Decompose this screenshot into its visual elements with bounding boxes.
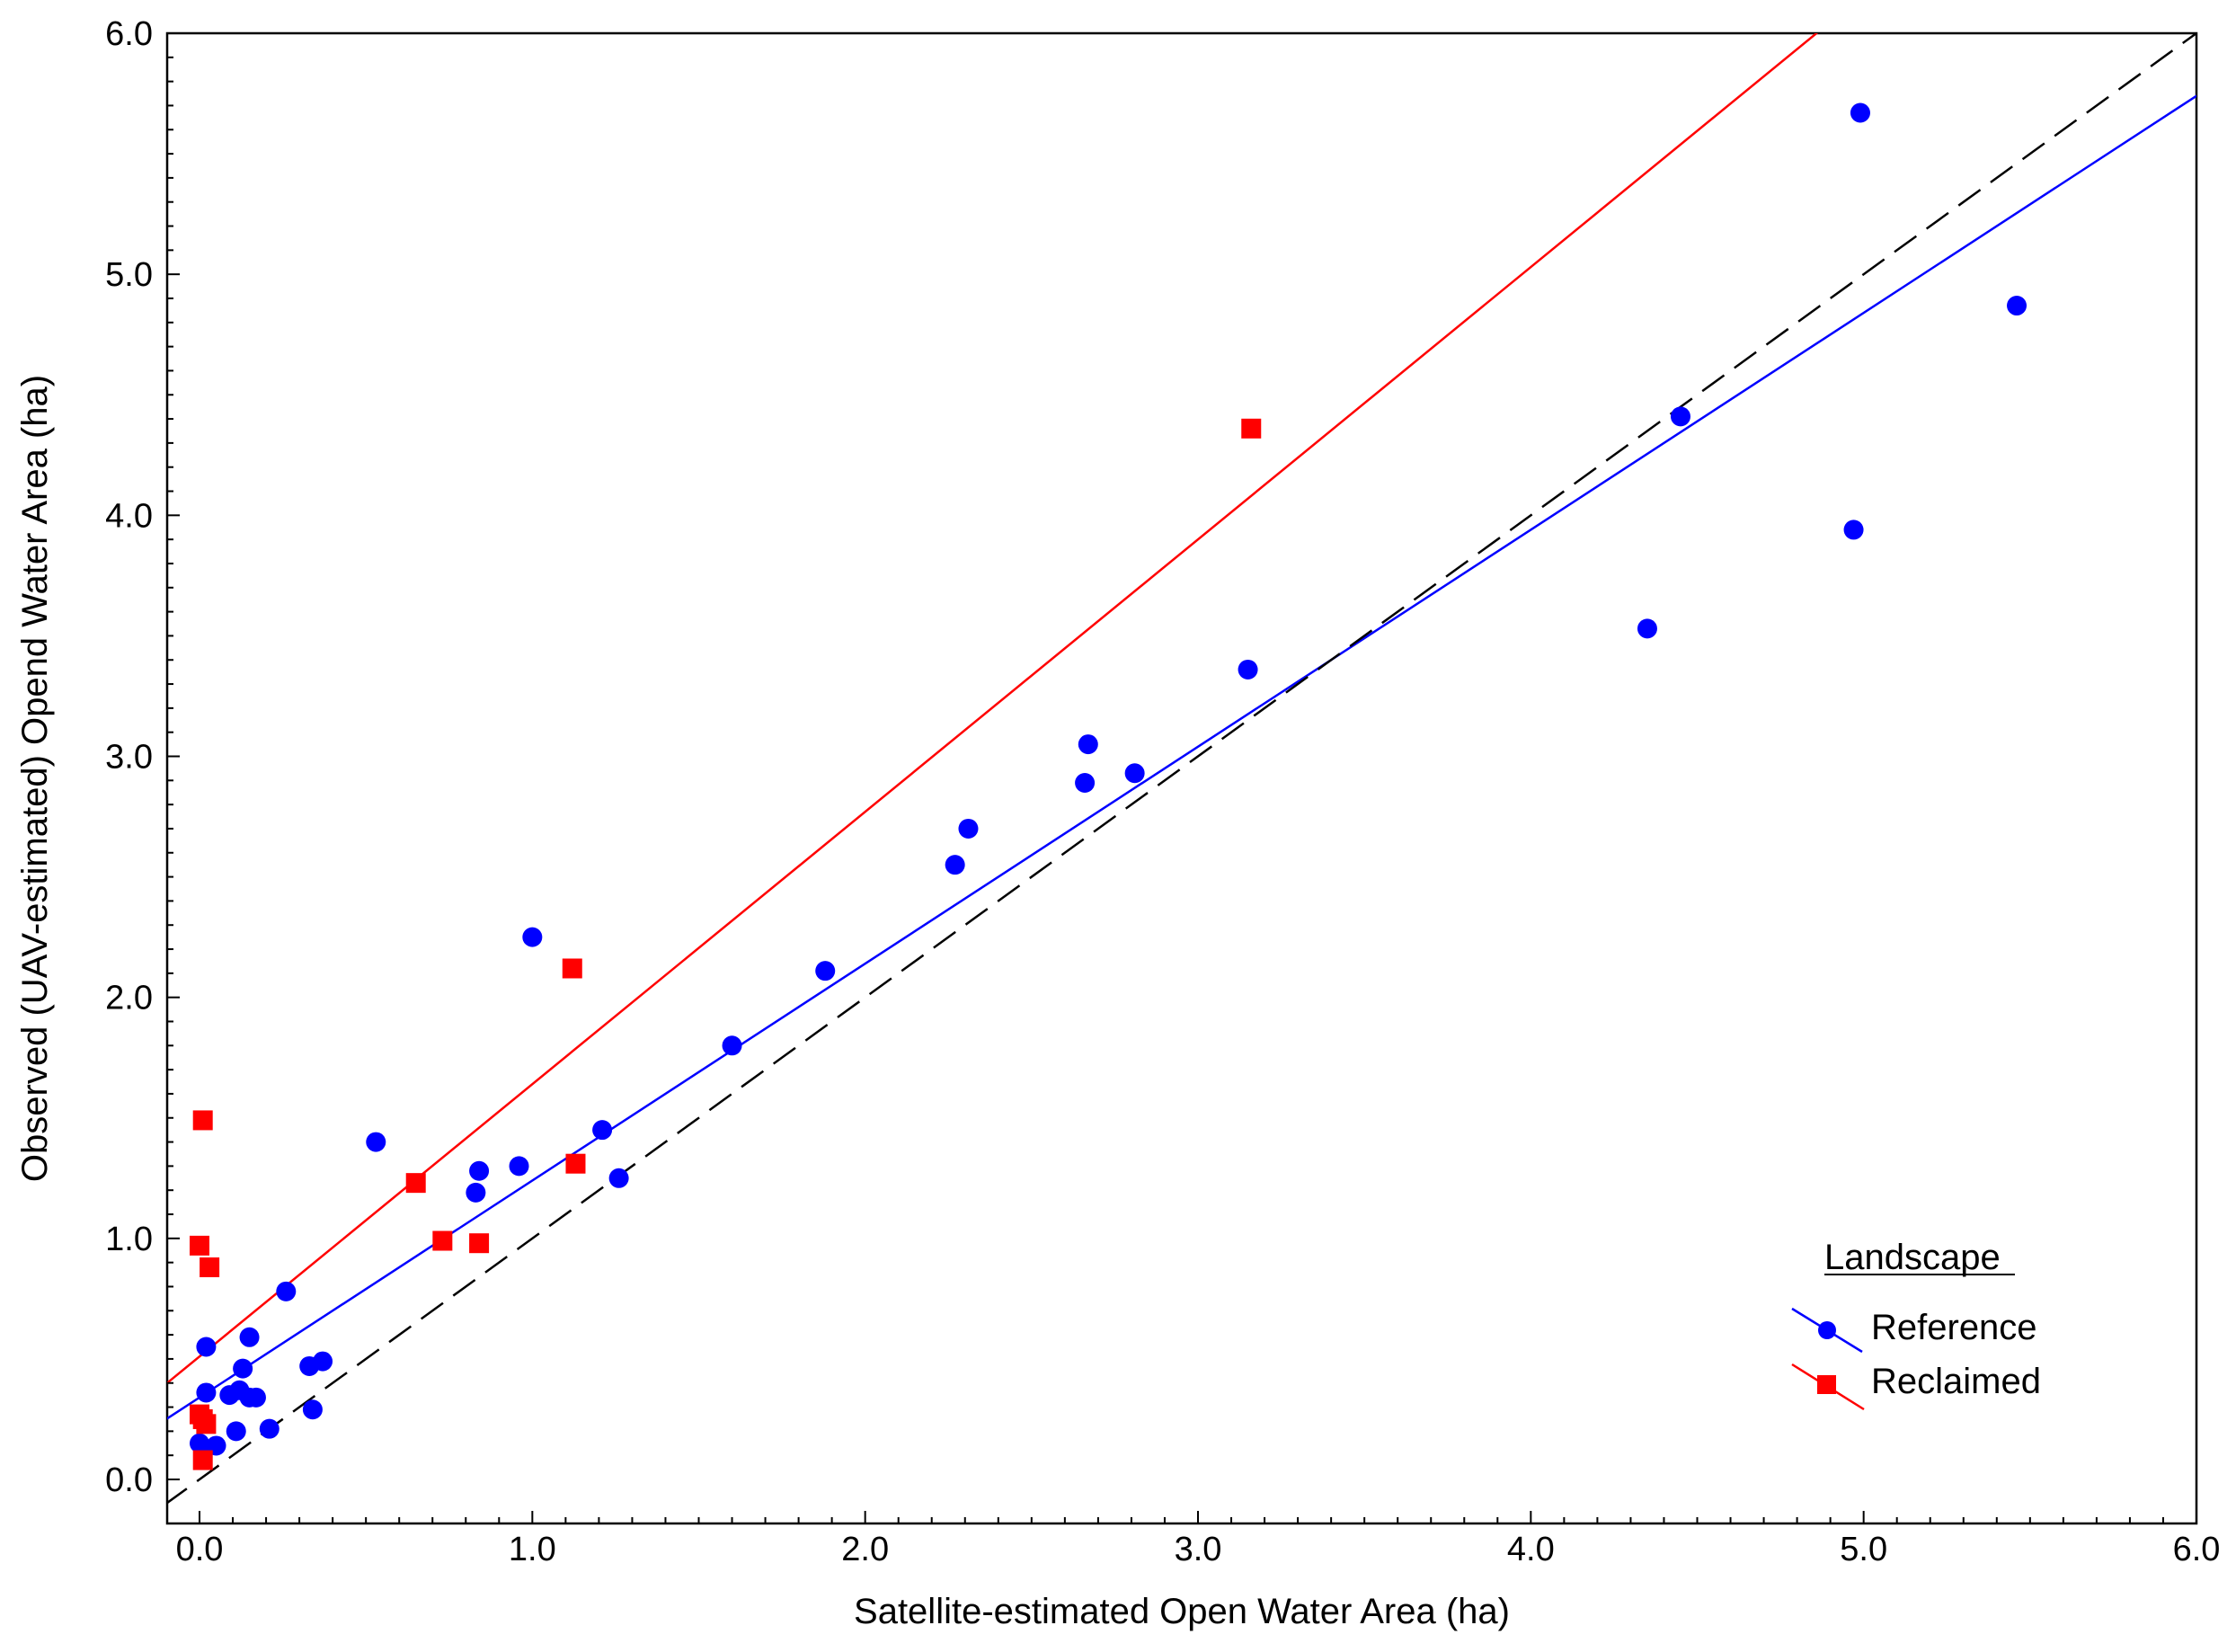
reference-point: [1124, 763, 1145, 784]
x-axis-title: Satellite-estimated Open Water Area (ha): [854, 1592, 1510, 1631]
reclaimed-line: [167, 33, 1819, 1385]
reclaimed-point: [565, 1153, 586, 1174]
reference-point: [608, 1168, 629, 1188]
reference-point: [196, 1382, 217, 1403]
reference-point: [945, 855, 965, 875]
y-tick-label: 3.0: [105, 739, 153, 777]
reference-point: [313, 1351, 333, 1372]
legend-reference-marker: [1818, 1321, 1836, 1339]
plot-frame: [165, 31, 2198, 1525]
x-tick-label: 1.0: [509, 1531, 556, 1568]
reclaimed-point: [405, 1173, 426, 1194]
legend: Landscape Reference Reclaimed: [1791, 1238, 2041, 1411]
reference-point: [1238, 659, 1258, 679]
reference-point: [1078, 734, 1098, 755]
reference-point: [469, 1160, 490, 1181]
reclaimed-point: [200, 1257, 220, 1278]
reference-point: [1670, 406, 1690, 427]
legend-reclaimed-label: Reclaimed: [1871, 1362, 2041, 1401]
reclaimed-point: [432, 1230, 453, 1251]
reclaimed-point: [192, 1110, 213, 1131]
reclaimed-point: [1241, 418, 1262, 439]
y-tick-label: 5.0: [105, 256, 153, 294]
y-axis-title: Observed (UAV-estimated) Opend Water Are…: [15, 375, 55, 1182]
reference-point: [722, 1035, 742, 1056]
reference-point: [2007, 296, 2027, 316]
reference-point: [592, 1120, 613, 1141]
reclaimed-point: [196, 1414, 217, 1434]
axis-ticks: 0.0 1.0 2.0 3.0 4.0 5.0 6.0 0.0 1.0 2.0 3.0 4.0 5.0 6…: [105, 15, 2220, 1568]
x-tick-label: 0.0: [176, 1531, 224, 1568]
reference-point: [239, 1327, 260, 1347]
reclaimed-point: [192, 1450, 213, 1470]
y-tick-label: 1.0: [105, 1221, 153, 1258]
regression-lines: [167, 33, 2196, 1505]
reference-point: [1075, 772, 1096, 793]
reference-point: [1850, 102, 1870, 123]
reference-point: [302, 1399, 323, 1420]
reference-point: [522, 927, 543, 947]
reference-line: [167, 94, 2196, 1420]
reference-point: [466, 1182, 486, 1203]
one-to-one-line: [167, 33, 2196, 1505]
reference-point: [245, 1387, 266, 1408]
data-points: [190, 102, 2027, 1470]
x-tick-label: 3.0: [1175, 1531, 1222, 1568]
reference-point: [509, 1156, 529, 1177]
reference-point: [366, 1132, 386, 1152]
reference-point: [276, 1281, 297, 1301]
reclaimed-point: [190, 1235, 209, 1256]
reference-point: [233, 1358, 253, 1379]
reference-point: [1637, 618, 1657, 639]
y-tick-label: 4.0: [105, 497, 153, 535]
reference-point: [1843, 520, 1864, 540]
reclaimed-point: [562, 958, 582, 979]
x-tick-label: 2.0: [841, 1531, 889, 1568]
x-tick-label: 6.0: [2173, 1531, 2221, 1568]
reference-point: [226, 1421, 246, 1442]
y-tick-label: 0.0: [105, 1461, 153, 1499]
reference-point: [815, 961, 836, 981]
legend-title: Landscape: [1824, 1238, 2001, 1277]
y-tick-label: 2.0: [105, 980, 153, 1017]
x-tick-label: 5.0: [1840, 1531, 1887, 1568]
reference-point: [196, 1337, 217, 1357]
y-tick-label: 6.0: [105, 15, 153, 53]
legend-reclaimed-marker: [1817, 1375, 1836, 1394]
legend-reference-label: Reference: [1871, 1308, 2037, 1347]
reclaimed-point: [469, 1233, 490, 1254]
reference-point: [958, 818, 979, 839]
x-tick-label: 4.0: [1507, 1531, 1555, 1568]
reference-point: [259, 1418, 280, 1439]
